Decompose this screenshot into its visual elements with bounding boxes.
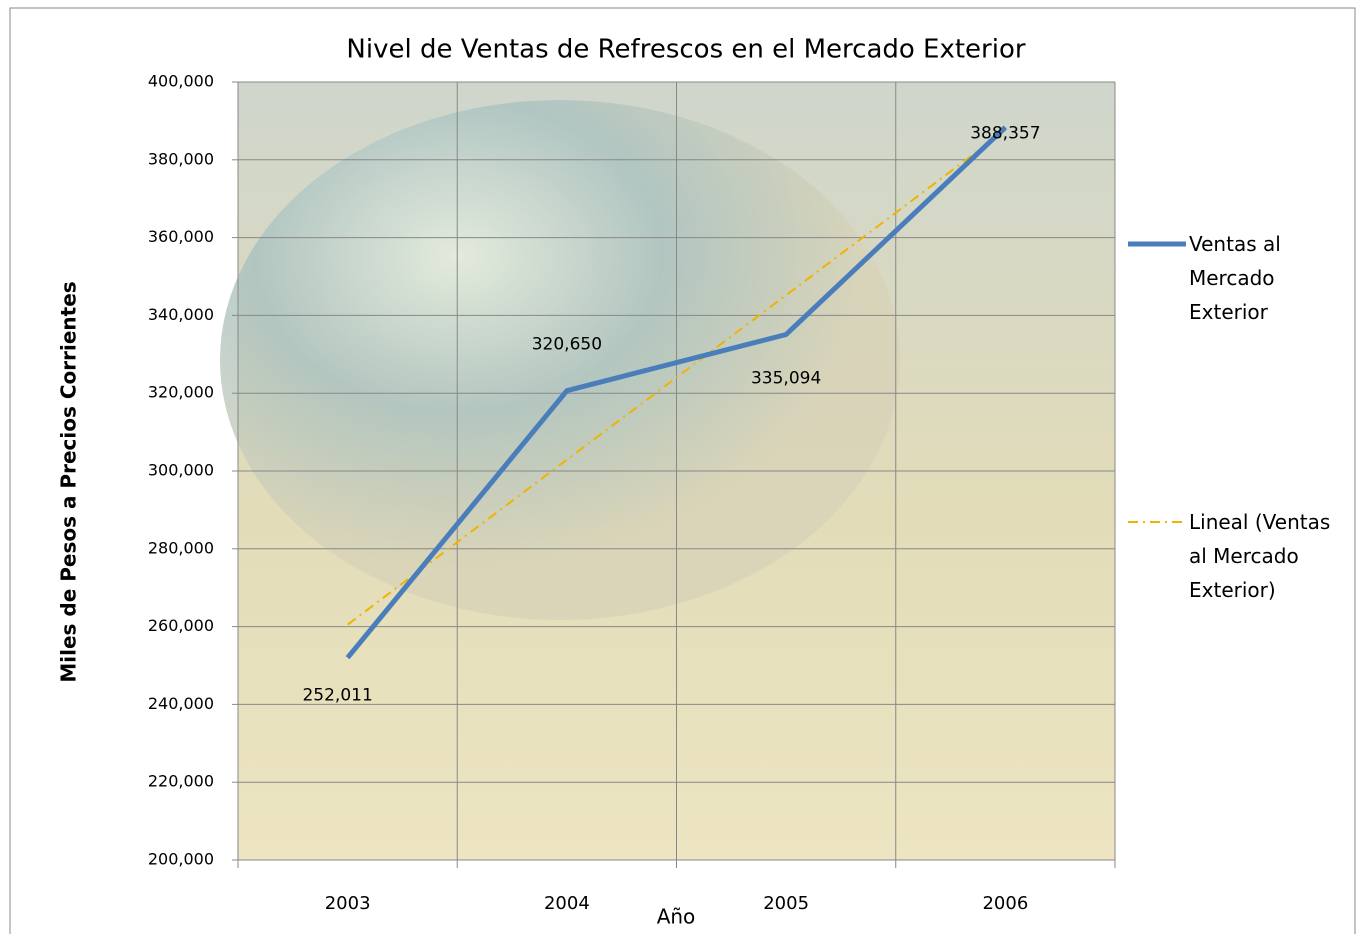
y-tick-label: 400,000 — [148, 72, 214, 91]
data-label: 252,011 — [302, 686, 372, 706]
trend-line — [347, 129, 1006, 626]
x-tick-label: 2003 — [325, 893, 371, 914]
x-tick-label: 2005 — [763, 893, 809, 914]
y-tick-label: 240,000 — [148, 694, 214, 713]
y-tick-label: 280,000 — [148, 538, 214, 557]
y-tick-label: 340,000 — [148, 305, 214, 324]
legend-label: Lineal (Ventas al Mercado Exterior) — [1189, 510, 1331, 602]
x-tick-label: 2004 — [544, 893, 590, 914]
series-line — [345, 125, 1008, 660]
y-tick-label: 300,000 — [148, 461, 214, 480]
y-tick-label: 360,000 — [148, 227, 214, 246]
x-axis-label: Año — [657, 905, 696, 929]
data-label: 388,357 — [970, 123, 1040, 143]
data-label: 320,650 — [532, 335, 602, 355]
legend-label: Ventas al Mercado Exterior — [1189, 232, 1281, 324]
chart-title: Nivel de Ventas de Refrescos en el Merca… — [346, 35, 1025, 65]
y-tick-label: 220,000 — [148, 772, 214, 791]
data-label: 335,094 — [751, 368, 821, 388]
globe-image — [220, 100, 900, 620]
y-tick-label: 380,000 — [148, 149, 214, 168]
x-tick-label: 2006 — [982, 893, 1028, 914]
y-tick-label: 200,000 — [148, 850, 214, 869]
y-tick-label: 320,000 — [148, 383, 214, 402]
y-axis-label: Miles de Pesos a Precios Corrientes — [57, 281, 81, 682]
y-tick-label: 260,000 — [148, 616, 214, 635]
